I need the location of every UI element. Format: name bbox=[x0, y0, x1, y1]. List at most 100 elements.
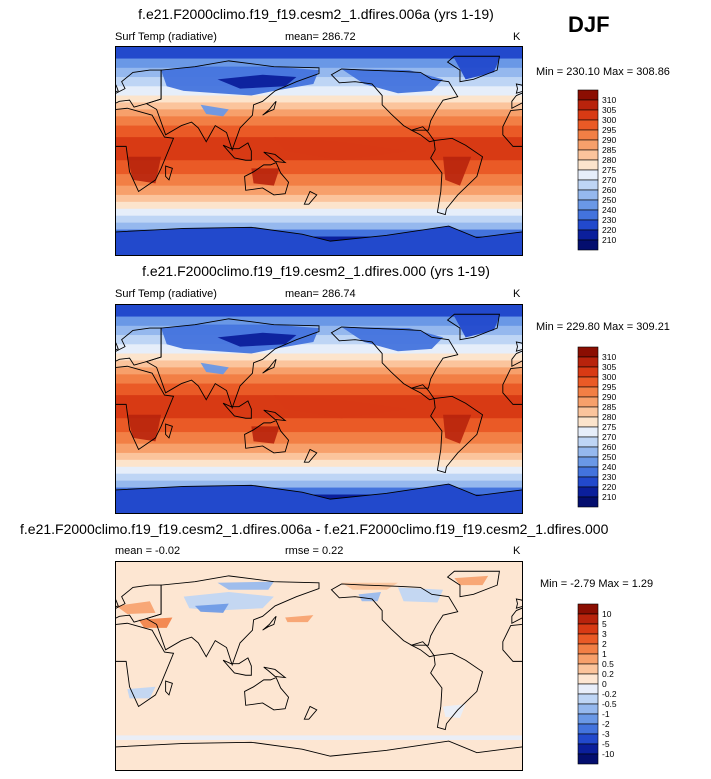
temp-band bbox=[116, 47, 522, 60]
panel2-colorbar-box bbox=[577, 406, 599, 418]
season-label: DJF bbox=[568, 12, 610, 37]
panel1-colorbar-tick-label: 270 bbox=[602, 175, 616, 185]
temp-band bbox=[116, 215, 522, 224]
panel2-colorbar-box bbox=[577, 476, 599, 488]
coastline-antarctica bbox=[116, 225, 522, 242]
panel3-colorbar-tick-label: -1 bbox=[602, 709, 610, 719]
panel3-colorbar: 10 5 3 2 1 0.5 0.2 0 -0.2 -0.5 -1 -2 -3 -5 -10 bbox=[577, 603, 638, 779]
panel3-colorbar-box bbox=[577, 733, 599, 745]
coastline-uk bbox=[116, 599, 119, 608]
warm-region bbox=[273, 395, 410, 419]
panel3-colorbar-tick-label: -3 bbox=[602, 729, 610, 739]
panel3-colorbar-tick-label: -10 bbox=[602, 749, 615, 759]
panel2-colorbar-tick-label: 280 bbox=[602, 412, 616, 422]
panel2-colorbar-tick-label: 250 bbox=[602, 452, 616, 462]
panel1-minmax: Min = 230.10 Max = 308.86 bbox=[536, 66, 670, 78]
coastline-indonesia bbox=[222, 657, 252, 676]
panel3-colorbar-box bbox=[577, 643, 599, 655]
coastline-madagascar bbox=[165, 680, 173, 696]
antarctica-cold bbox=[116, 484, 522, 513]
diff-patch bbox=[138, 617, 173, 628]
panel1-colorbar-tick-label: 250 bbox=[602, 195, 616, 205]
temp-band bbox=[116, 109, 522, 117]
panel2-colorbar-box bbox=[577, 436, 599, 448]
coastline-newGuinea bbox=[263, 409, 287, 422]
coastline-africa bbox=[502, 366, 522, 405]
panel1-colorbar-tick-label: 305 bbox=[602, 105, 616, 115]
coastline-asia bbox=[145, 60, 320, 152]
coastline-newZealand bbox=[303, 190, 318, 205]
panel1-colorbar-box bbox=[577, 99, 599, 111]
panel2-colorbar-tick-label: 285 bbox=[602, 402, 616, 412]
temp-band bbox=[116, 452, 522, 461]
coastline-australia bbox=[244, 676, 290, 711]
warm-region bbox=[251, 168, 280, 186]
coastline-japan bbox=[262, 100, 277, 116]
panel3-colorbar-tick-label: -0.5 bbox=[602, 699, 617, 709]
temp-band bbox=[116, 374, 522, 385]
panel1-colorbar-tick-label: 300 bbox=[602, 115, 616, 125]
temp-band bbox=[116, 459, 522, 468]
diff-patch bbox=[116, 735, 522, 740]
panel2-colorbar-svg: 3103053002952902852802752702602502402302… bbox=[577, 346, 616, 508]
panel1-unit: K bbox=[513, 31, 521, 43]
panel2-colorbar-box bbox=[577, 366, 599, 378]
panel2-colorbar-tick-label: 290 bbox=[602, 392, 616, 402]
cold-region bbox=[454, 58, 500, 80]
temp-band bbox=[116, 160, 522, 175]
panel3-mean: mean = -0.02 bbox=[115, 545, 181, 557]
coastline-greenland bbox=[446, 55, 500, 83]
panel2-colorbar-box bbox=[577, 396, 599, 408]
temp-band bbox=[116, 174, 522, 187]
panel1-colorbar-box bbox=[577, 239, 599, 251]
temp-band bbox=[116, 316, 522, 327]
coastline-southAmerica bbox=[430, 395, 484, 474]
cold-region bbox=[341, 68, 444, 94]
temp-band bbox=[116, 473, 522, 482]
panel3-colorbar-tick-label: 3 bbox=[602, 629, 607, 639]
panel3-colorbar-tick-label: -0.2 bbox=[602, 689, 617, 699]
temp-band bbox=[116, 353, 522, 361]
panel2-colorbar-box bbox=[577, 346, 599, 358]
panel3-map bbox=[115, 561, 523, 771]
coastline-indonesia bbox=[222, 400, 252, 419]
coastline-greenland bbox=[446, 313, 500, 341]
panel1-title: f.e21.F2000climo.f19_f19.cesm2_1.dfires.… bbox=[138, 6, 494, 22]
panel1-colorbar-box bbox=[577, 109, 599, 121]
cold-region bbox=[200, 104, 229, 117]
panel1-colorbar-box bbox=[577, 159, 599, 171]
temp-band bbox=[116, 194, 522, 203]
panel3-colorbar-box bbox=[577, 693, 599, 705]
coastline-northAmerica bbox=[330, 326, 459, 389]
coastline-uk bbox=[515, 598, 522, 609]
panel3-colorbar-box bbox=[577, 633, 599, 645]
temp-band bbox=[116, 383, 522, 396]
panel3-colorbar-tick-label: -2 bbox=[602, 719, 610, 729]
coastline-japan bbox=[262, 358, 277, 374]
panel2-colorbar-tick-label: 230 bbox=[602, 472, 616, 482]
panel2-colorbar-tick-label: 310 bbox=[602, 352, 616, 362]
panel1-colorbar-box bbox=[577, 199, 599, 211]
panel3-field bbox=[116, 562, 522, 770]
diff-patch bbox=[454, 575, 489, 586]
diff-patch bbox=[358, 592, 382, 602]
temp-band bbox=[116, 125, 522, 138]
panel2-title: f.e21.F2000climo.f19_f19.cesm2_1.dfires.… bbox=[142, 263, 490, 279]
panel2-colorbar-tick-label: 220 bbox=[602, 482, 616, 492]
panel1-colorbar-box bbox=[577, 219, 599, 231]
panel2-colorbar-box bbox=[577, 416, 599, 428]
panel2-colorbar-box bbox=[577, 486, 599, 498]
panel1-colorbar-box bbox=[577, 149, 599, 161]
panel3-colorbar-tick-label: 0 bbox=[602, 679, 607, 689]
panel1-map bbox=[115, 46, 523, 256]
coastline-madagascar bbox=[165, 423, 173, 439]
panel1-colorbar-tick-label: 275 bbox=[602, 165, 616, 175]
coastline-newZealand bbox=[303, 448, 318, 463]
panel2-colorbar-tick-label: 240 bbox=[602, 462, 616, 472]
panel3-colorbar-box bbox=[577, 703, 599, 715]
diff-patch bbox=[194, 603, 229, 613]
panel3-title: f.e21.F2000climo.f19_f19.cesm2_1.dfires.… bbox=[20, 521, 609, 537]
cold-region bbox=[454, 316, 500, 338]
temp-band bbox=[116, 201, 522, 210]
